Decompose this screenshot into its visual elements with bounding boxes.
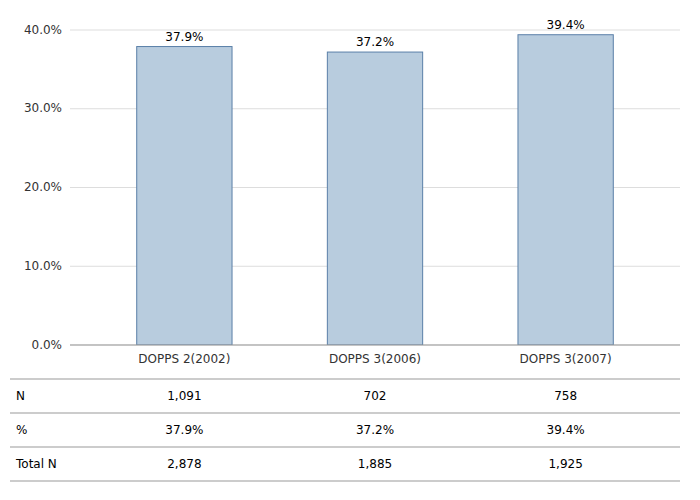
x-tick-label: DOPPS 3(2006) xyxy=(329,352,421,366)
x-tick-label: DOPPS 2(2002) xyxy=(138,352,230,366)
data-label: 37.9% xyxy=(165,30,203,44)
table-cell: 39.4% xyxy=(547,423,585,437)
x-tick-label: DOPPS 3(2007) xyxy=(520,352,612,366)
y-tick-label: 10.0% xyxy=(24,259,62,273)
table-cell: 1,925 xyxy=(548,457,582,471)
bar xyxy=(327,52,422,345)
table-cell: 1,091 xyxy=(167,389,201,403)
y-tick-label: 20.0% xyxy=(24,180,62,194)
table-row-label: Total N xyxy=(15,457,57,471)
y-tick-label: 40.0% xyxy=(24,23,62,37)
chart: 0.0% 10.0% 20.0% 30.0% 40.0% 37.9% 37.2% 39.4% D… xyxy=(0,0,700,500)
table-line xyxy=(10,413,680,414)
table-cell: 758 xyxy=(554,389,577,403)
table-cell: 702 xyxy=(364,389,387,403)
table-line xyxy=(10,379,680,380)
bar xyxy=(518,35,613,345)
y-tick-label: 0.0% xyxy=(32,338,63,352)
table-line xyxy=(10,481,680,482)
table-row-label: N xyxy=(16,389,25,403)
table-cell: 37.2% xyxy=(356,423,394,437)
bars xyxy=(137,35,614,345)
bar xyxy=(137,47,232,345)
table-line xyxy=(10,447,680,448)
data-label: 37.2% xyxy=(356,35,394,49)
table-row-label: % xyxy=(16,423,27,437)
x-axis-line xyxy=(70,345,680,346)
table-cell: 1,885 xyxy=(358,457,392,471)
grid-line xyxy=(70,30,680,31)
data-label: 39.4% xyxy=(547,18,585,32)
grid-line xyxy=(70,345,680,346)
y-tick-label: 30.0% xyxy=(24,101,62,115)
table-cell: 37.9% xyxy=(165,423,203,437)
table-cell: 2,878 xyxy=(167,457,201,471)
